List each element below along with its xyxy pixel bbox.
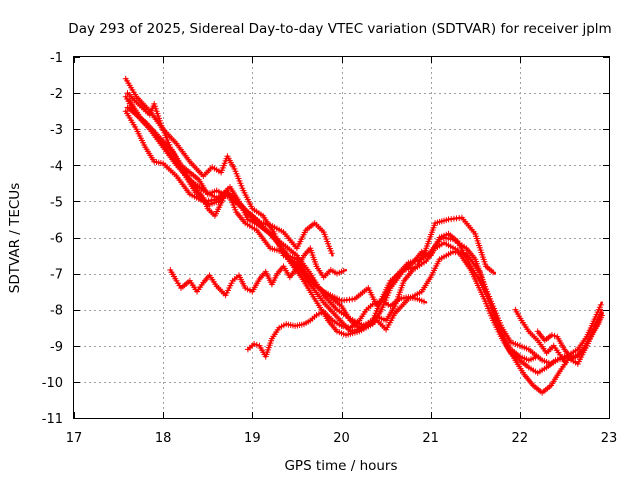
axis-ticks <box>74 57 610 419</box>
series-markers <box>534 312 605 362</box>
y-tick-label: -11 <box>42 412 63 427</box>
series-markers <box>124 104 539 364</box>
y-tick-labels: -11 -10 -9 -8 -7 -6 -5 -4 -3 -2 -1 <box>42 51 63 427</box>
series-arc-3 <box>122 108 497 338</box>
y-tick-label: -5 <box>50 195 63 210</box>
y-tick-label: -7 <box>50 268 63 283</box>
y-tick-label: -8 <box>50 304 63 319</box>
y-tick-label: -9 <box>50 340 63 355</box>
series-arc-5 <box>124 90 335 257</box>
series-arc-7 <box>167 245 348 299</box>
series-markers <box>244 294 427 360</box>
series-arc-6 <box>124 104 539 364</box>
x-axis-label: GPS time / hours <box>284 458 397 474</box>
series-markers <box>122 75 604 367</box>
x-tick-label: 21 <box>422 431 439 446</box>
x-tick-label: 18 <box>155 431 172 446</box>
x-tick-label: 23 <box>601 431 618 446</box>
x-tick-labels: 17 18 19 20 21 22 23 <box>66 431 618 446</box>
y-tick-label: -1 <box>50 51 63 66</box>
x-tick-label: 19 <box>244 431 261 446</box>
x-tick-label: 17 <box>66 431 83 446</box>
series-arc-10 <box>534 312 605 362</box>
series-arc-9 <box>512 306 568 365</box>
chart-title: Day 293 of 2025, Sidereal Day-to-day VTE… <box>68 21 611 37</box>
y-axis-label: SDTVAR / TECUs <box>7 183 23 293</box>
series-markers <box>124 90 335 257</box>
series-arc-1 <box>122 75 604 367</box>
y-tick-label: -3 <box>50 123 63 138</box>
y-tick-label: -4 <box>50 159 63 174</box>
series-arc-8 <box>244 294 428 360</box>
y-tick-label: -6 <box>50 232 63 247</box>
series-line <box>124 77 604 365</box>
y-tick-label: -10 <box>42 376 63 391</box>
x-tick-label: 22 <box>512 431 529 446</box>
series-markers <box>167 245 347 299</box>
series-markers <box>122 108 497 338</box>
y-tick-label: -2 <box>50 87 63 102</box>
plot-frame <box>73 56 610 419</box>
x-tick-label: 20 <box>333 431 350 446</box>
series-markers <box>512 306 568 365</box>
data-series-group <box>122 75 605 396</box>
